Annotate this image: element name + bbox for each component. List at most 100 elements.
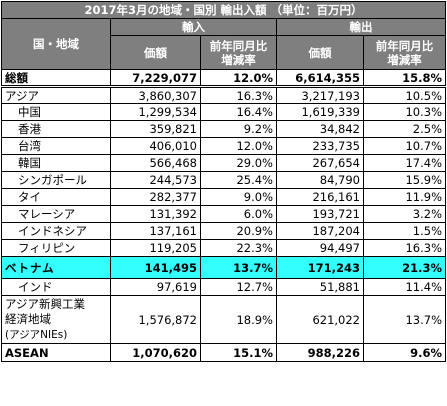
export-change-header: 前年同月比 増減率	[362, 35, 447, 70]
table-row: 韓国 566,468 29.0% 267,654 17.4%	[1, 154, 447, 172]
import-change-header-line2: 増減率	[221, 52, 256, 67]
table-row: インド 97,619 12.7% 51,881 11.4%	[1, 278, 447, 296]
export-value: 171,243	[276, 256, 364, 279]
trade-table-container: 2017年3月の地域・国別 輸出入額 （単位：百万円） 国・地域 輸入 輸出 価…	[0, 1, 447, 362]
import-change: 29.0%	[200, 154, 277, 172]
export-value: 233,735	[276, 137, 364, 155]
header-row-1: 国・地域 輸入 輸出	[1, 18, 447, 70]
import-change: 25.4%	[200, 171, 277, 189]
import-value: 137,161	[110, 222, 201, 240]
export-value: 216,161	[276, 188, 364, 206]
export-value: 34,842	[276, 120, 364, 138]
import-change-header: 前年同月比 増減率	[200, 35, 277, 70]
table-row-total: 総額 7,229,077 12.0% 6,614,355 15.8%	[1, 69, 447, 88]
export-value: 621,022	[276, 295, 364, 344]
export-change: 10.3%	[362, 103, 447, 121]
export-value: 267,654	[276, 154, 364, 172]
export-value: 3,217,193	[276, 86, 364, 104]
export-change: 9.6%	[362, 343, 447, 362]
row-label: マレーシア	[1, 205, 111, 223]
table-title: 2017年3月の地域・国別 輸出入額 （単位：百万円）	[0, 1, 447, 19]
table-row: 香港 359,821 9.2% 34,842 2.5%	[1, 120, 447, 138]
export-change-header-line1: 前年同月比	[375, 38, 434, 53]
import-change-header-line1: 前年同月比	[209, 38, 268, 53]
table-row-nies: アジア新興工業 経済地域 (アジアNIEs) 1,576,872 18.9% 621…	[1, 295, 447, 344]
import-change: 15.1%	[200, 343, 277, 362]
export-change: 21.3%	[362, 256, 447, 279]
import-value: 1,070,620	[110, 343, 201, 362]
import-value: 1,299,534	[110, 103, 201, 121]
import-change: 13.7%	[200, 256, 277, 279]
export-change: 2.5%	[362, 120, 447, 138]
row-label: ASEAN	[1, 343, 111, 362]
export-change: 3.2%	[362, 205, 447, 223]
row-label: インド	[1, 278, 111, 296]
import-value: 1,576,872	[110, 295, 201, 344]
export-value: 193,721	[276, 205, 364, 223]
export-header: 輸出	[275, 18, 447, 36]
import-value: 359,821	[110, 120, 201, 138]
header-row-2: 価額 前年同月比 増減率 価額 前年同月比 増減率	[2, 35, 447, 70]
row-label-line1: アジア新興工業	[5, 296, 86, 311]
table-row: 中国 1,299,534 16.4% 1,619,339 10.3%	[1, 103, 447, 121]
import-change: 12.0%	[200, 69, 277, 88]
export-change: 11.4%	[362, 278, 447, 296]
export-value: 1,619,339	[276, 103, 364, 121]
row-label: フィリピン	[1, 239, 111, 257]
import-value: 244,573	[110, 171, 201, 189]
export-value: 94,497	[276, 239, 364, 257]
export-change: 13.7%	[362, 295, 447, 344]
table-row: マレーシア 131,392 6.0% 193,721 3.2%	[1, 205, 447, 223]
import-value: 97,619	[110, 278, 201, 296]
export-change: 11.9%	[362, 188, 447, 206]
export-change: 10.7%	[362, 137, 447, 155]
export-value: 51,881	[276, 278, 364, 296]
import-value-header: 価額	[110, 35, 201, 70]
import-value: 131,392	[110, 205, 201, 223]
row-label: アジア	[1, 86, 111, 104]
import-change: 18.9%	[200, 295, 277, 344]
title-row: 2017年3月の地域・国別 輸出入額 （単位：百万円）	[0, 1, 447, 19]
import-change: 16.3%	[200, 86, 277, 104]
export-change: 16.3%	[362, 239, 447, 257]
table-row-asean: ASEAN 1,070,620 15.1% 988,226 9.6%	[1, 343, 447, 362]
row-label-line3: (アジアNIEs)	[5, 328, 68, 341]
export-change: 17.4%	[362, 154, 447, 172]
import-header: 輸入	[110, 18, 277, 36]
table-row: アジア 3,860,307 16.3% 3,217,193 10.5%	[1, 86, 447, 104]
import-value: 566,468	[110, 154, 201, 172]
import-change: 12.7%	[200, 278, 277, 296]
row-label-line2: 経済地域	[5, 311, 51, 326]
import-value: 7,229,077	[110, 69, 201, 88]
row-label: 韓国	[1, 154, 111, 172]
row-label: タイ	[1, 188, 111, 206]
import-value: 282,377	[110, 188, 201, 206]
table-row-highlighted: ベトナム 141,495 13.7% 171,243 21.3%	[1, 256, 447, 279]
export-change: 10.5%	[362, 86, 447, 104]
table-row: 台湾 406,010 12.0% 233,735 10.7%	[1, 137, 447, 155]
import-value: 406,010	[110, 137, 201, 155]
export-value: 988,226	[276, 343, 364, 362]
region-header: 国・地域	[1, 18, 111, 70]
row-label: 中国	[1, 103, 111, 121]
row-label: シンガポール	[1, 171, 111, 189]
import-change: 22.3%	[200, 239, 277, 257]
row-label: 台湾	[1, 137, 111, 155]
export-change-header-line2: 増減率	[387, 52, 422, 67]
row-label: インドネシア	[1, 222, 111, 240]
table-row: インドネシア 137,161 20.9% 187,204 1.5%	[1, 222, 447, 240]
import-change: 9.2%	[200, 120, 277, 138]
export-value: 187,204	[276, 222, 364, 240]
row-label: アジア新興工業 経済地域 (アジアNIEs)	[1, 295, 111, 344]
table-row: フィリピン 119,205 22.3% 94,497 16.3%	[1, 239, 447, 257]
import-value: 141,495	[110, 256, 201, 279]
row-label: ベトナム	[1, 256, 111, 279]
export-value: 84,790	[276, 171, 364, 189]
import-change: 20.9%	[200, 222, 277, 240]
row-label: 総額	[1, 69, 111, 88]
import-change: 6.0%	[200, 205, 277, 223]
import-change: 9.0%	[200, 188, 277, 206]
import-value: 119,205	[110, 239, 201, 257]
row-label: 香港	[1, 120, 111, 138]
import-value: 3,860,307	[110, 86, 201, 104]
